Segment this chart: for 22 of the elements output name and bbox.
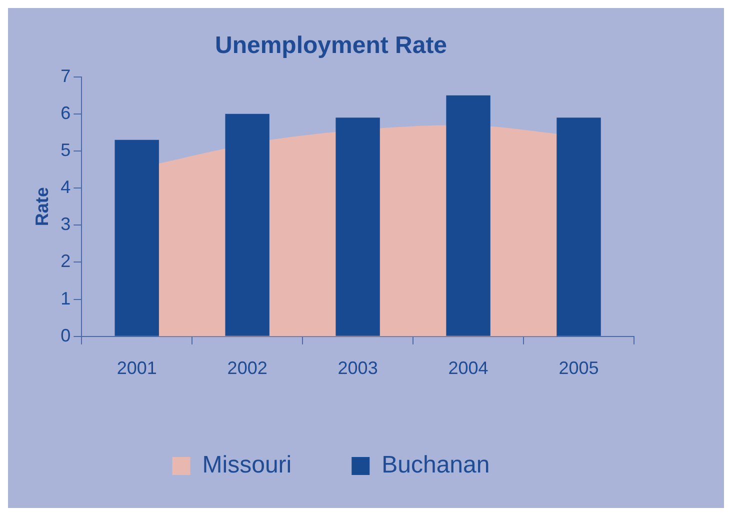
x-tick-label: 2003	[338, 358, 378, 378]
bar	[336, 118, 380, 336]
bar	[114, 140, 159, 336]
y-axis-title: Rate	[32, 187, 52, 226]
y-tick-label: 1	[60, 288, 71, 308]
y-tick-label: 5	[60, 140, 71, 160]
bar	[556, 118, 601, 336]
y-tick-label: 3	[60, 214, 71, 234]
x-tick-label: 2004	[448, 358, 488, 378]
bar	[225, 114, 270, 336]
x-tick-label: 2005	[558, 358, 599, 378]
y-tick-label: 6	[60, 102, 71, 123]
legend-label: Buchanan	[382, 452, 490, 479]
chart-title: Unemployment Rate	[214, 32, 448, 60]
y-tick-label: 2	[60, 251, 71, 272]
x-tick-label: 2001	[116, 358, 157, 378]
y-tick-label: 4	[60, 177, 71, 198]
x-tick-label: 2002	[227, 358, 268, 378]
y-tick-label: 0	[60, 325, 71, 346]
legend-label: Missouri	[202, 452, 292, 479]
bar	[446, 95, 490, 336]
y-tick-label: 7	[60, 66, 71, 86]
